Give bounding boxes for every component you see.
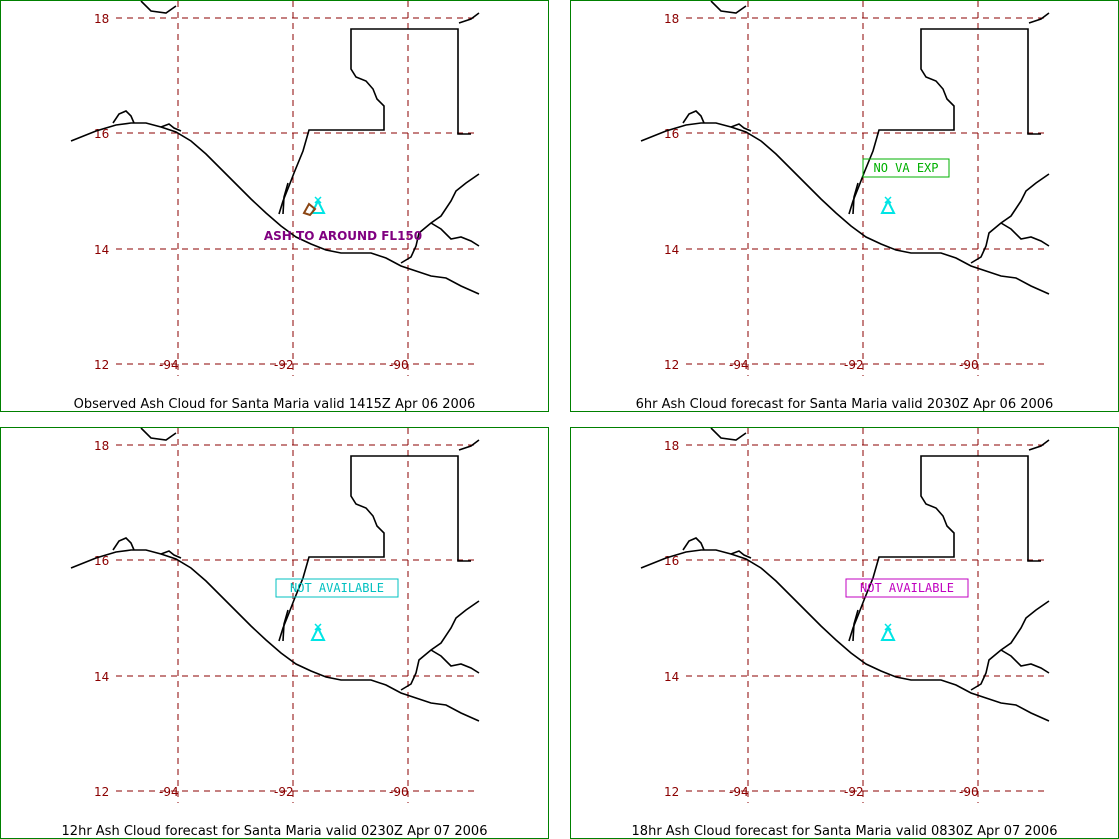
map-panel-6hr: 18 16 14 12 -94 -92 -90 NO VA EXP 6hr Ash Cloud… [570,0,1119,412]
longitude-label: -94 [159,785,179,799]
coastline-border-line [282,182,289,215]
coastline-border-line [140,428,177,441]
panel-caption: 18hr Ash Cloud forecast for Santa Maria … [631,824,1058,839]
coastline-border-line [140,1,177,14]
latitude-label: 12 [94,358,109,372]
coastline-border-line [730,550,752,559]
coastline-border-line [710,1,747,14]
longitude-label: -92 [274,358,294,372]
coastline-border-line [852,182,859,215]
coastline-border-line [848,455,1041,642]
coastline-border-line [112,110,135,124]
longitude-label: -92 [844,785,864,799]
coastline-border-line [400,173,480,264]
coastline-border-line [852,609,859,642]
longitude-label: -90 [959,785,979,799]
longitude-label: -90 [389,358,409,372]
coastline-border-line [1028,439,1050,451]
latitude-label: 14 [94,243,109,257]
volcano-triangle-icon [880,623,896,641]
volcano-triangle-icon [310,623,326,641]
coastline-border-line [458,439,480,451]
volcano-triangle-icon [310,196,326,214]
longitude-label: -92 [844,358,864,372]
status-label: NO VA EXP [873,161,938,175]
coastline-border-line [640,122,1050,295]
map-panel-12hr: 18 16 14 12 -94 -92 -90 NOT AVAILABLE 12hr Ash … [0,427,549,839]
ash-cloud-polygon [302,202,317,217]
coastline-border-line [278,28,471,215]
label-box [862,158,950,178]
coastline-border-line [430,222,480,247]
map-panel-observed: 18 16 14 12 -94 -92 -90 ASH TO AROUND FL150 Obs… [0,0,549,412]
latitude-label: 14 [664,243,679,257]
longitude-label: -90 [959,358,979,372]
ash-height-label: ASH TO AROUND FL150 [264,229,422,243]
coastline-border-line [400,600,480,691]
label-box [845,578,969,598]
coastline-border-line [682,110,705,124]
latitude-label: 18 [94,12,109,26]
coastline-border-line [282,609,289,642]
coastline-border-line [848,28,1041,215]
longitude-label: -90 [389,785,409,799]
label-box [275,578,399,598]
coastline-border-line [160,550,182,559]
latitude-label: 12 [664,785,679,799]
latitude-label: 18 [94,439,109,453]
latitude-label: 12 [94,785,109,799]
panel-caption: Observed Ash Cloud for Santa Maria valid… [73,397,476,412]
coastline-border-line [160,123,182,132]
coastline-border-line [70,122,480,295]
coastline-border-line [278,455,471,642]
latitude-label: 18 [664,439,679,453]
coastline-border-line [458,12,480,24]
coastline-border-line [730,123,752,132]
map-panel-18hr: 18 16 14 12 -94 -92 -90 NOT AVAILABLE 18hr Ash … [570,427,1119,839]
latitude-label: 14 [664,670,679,684]
longitude-label: -92 [274,785,294,799]
coastline-border-line [1000,222,1050,247]
coastline-border-line [970,600,1050,691]
latitude-label: 12 [664,358,679,372]
status-label: NOT AVAILABLE [290,581,384,595]
coastline-border-line [640,549,1050,722]
volcano-triangle-icon [880,196,896,214]
coastline-border-line [682,537,705,551]
longitude-label: -94 [729,358,749,372]
longitude-label: -94 [729,785,749,799]
latitude-label: 14 [94,670,109,684]
panel-caption: 6hr Ash Cloud forecast for Santa Maria v… [635,397,1054,412]
status-label: NOT AVAILABLE [860,581,954,595]
coastline-border-line [1028,12,1050,24]
coastline-border-line [430,649,480,674]
latitude-label: 18 [664,12,679,26]
coastline-border-line [70,549,480,722]
longitude-label: -94 [159,358,179,372]
coastline-border-line [970,173,1050,264]
coastline-border-line [1000,649,1050,674]
coastline-border-line [112,537,135,551]
coastline-border-line [710,428,747,441]
panel-caption: 12hr Ash Cloud forecast for Santa Maria … [61,824,488,839]
